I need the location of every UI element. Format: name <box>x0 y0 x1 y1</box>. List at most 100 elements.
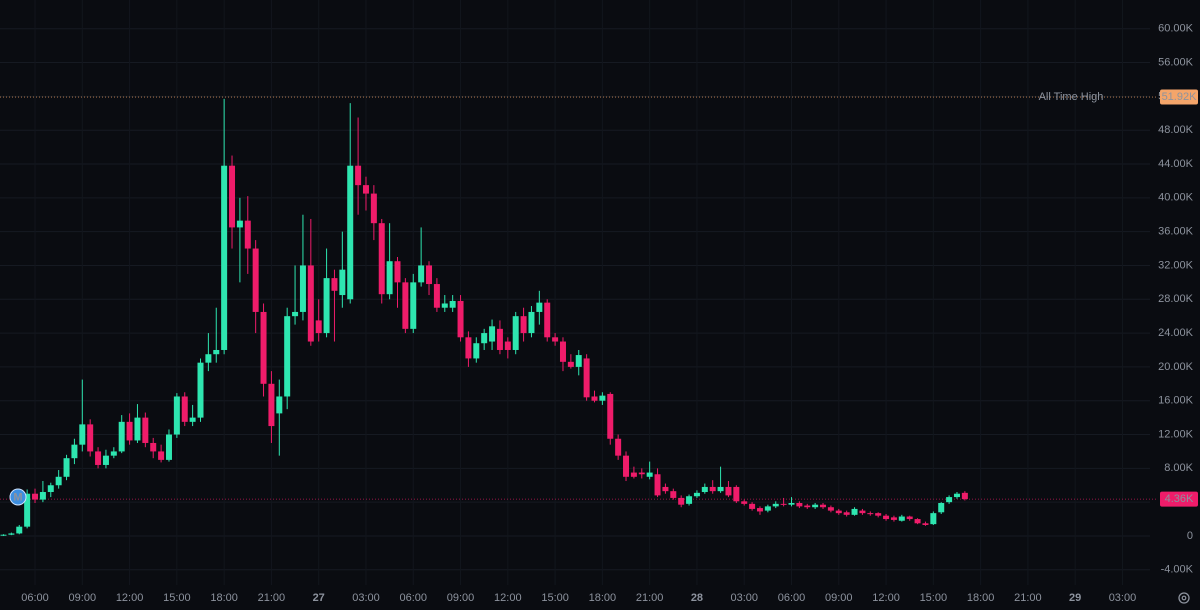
candle-body <box>843 512 850 515</box>
candle-body <box>378 223 385 295</box>
candle-body <box>654 474 661 496</box>
candle-body <box>386 261 393 295</box>
candle-body <box>362 185 369 194</box>
x-tick-label: 03:00 <box>1109 592 1137 604</box>
last-price-box <box>1160 491 1198 507</box>
candle-body <box>433 284 440 308</box>
settings-ring <box>1178 592 1190 604</box>
candle-body <box>16 526 23 534</box>
candle-body <box>165 434 172 460</box>
candle-body <box>875 513 882 516</box>
candle-body <box>922 523 929 525</box>
candle-body <box>87 424 94 452</box>
candle-body <box>55 476 62 486</box>
candle-body <box>221 165 228 350</box>
candle-body <box>370 193 377 224</box>
candle-body <box>749 503 756 509</box>
candle-body <box>646 472 653 477</box>
grid <box>0 0 1150 585</box>
x-tick-label: 15:00 <box>920 592 948 604</box>
candle-body <box>205 354 212 363</box>
candle-body <box>670 491 677 498</box>
candle-body <box>102 455 109 465</box>
candle-body <box>701 486 708 493</box>
x-tick-label: 18:00 <box>589 592 617 604</box>
x-tick-label: 15:00 <box>541 592 569 604</box>
candle-body <box>339 269 346 296</box>
x-tick-label: 27 <box>313 592 325 604</box>
candle-body <box>638 472 645 475</box>
candle-body <box>867 513 874 515</box>
candle-body <box>544 302 551 338</box>
candle-body <box>299 265 306 312</box>
candle-body <box>512 316 519 350</box>
candle-body <box>599 395 606 401</box>
x-tick-label: 09:00 <box>825 592 853 604</box>
candle-body <box>788 502 795 505</box>
x-tick-label: 21:00 <box>258 592 286 604</box>
candle-body <box>583 358 590 398</box>
candle-body <box>575 355 582 367</box>
ath-label: 51.92K <box>1162 91 1198 103</box>
candle-body <box>331 278 338 291</box>
candle-body <box>284 316 291 397</box>
candle-body <box>898 516 905 521</box>
candle-body <box>820 504 827 508</box>
candle-body <box>717 486 724 492</box>
candle-body <box>827 507 834 511</box>
y-tick-label: 16.00K <box>1158 395 1194 407</box>
candle-body <box>307 265 314 342</box>
candle-body <box>630 472 637 477</box>
candle-body <box>686 496 693 504</box>
x-tick-label: 06:00 <box>399 592 427 604</box>
candle-body <box>197 362 204 418</box>
y-tick-label: 0 <box>1187 530 1193 542</box>
candle-body <box>725 486 732 496</box>
y-tick-label: 32.00K <box>1158 259 1194 271</box>
candle-body <box>930 513 937 525</box>
candle-body <box>315 320 322 334</box>
candle-body <box>63 458 70 477</box>
candle-body <box>410 282 417 329</box>
candle-body <box>733 486 740 502</box>
candle-body <box>591 396 598 401</box>
candle-body <box>441 303 448 308</box>
ath-text: All Time High <box>1039 91 1104 103</box>
event-marker-label: M <box>13 491 22 503</box>
candle-body <box>47 485 54 493</box>
y-tick-label: 56.00K <box>1158 56 1194 68</box>
candle-body <box>780 503 787 505</box>
candle-body <box>134 417 141 441</box>
candle-body <box>961 492 968 500</box>
candle-body <box>449 300 456 308</box>
candle-body <box>489 326 496 342</box>
candle-body <box>236 220 243 228</box>
x-tick-label: 06:00 <box>21 592 49 604</box>
candle-body <box>24 493 31 527</box>
y-tick-label: 48.00K <box>1158 124 1194 136</box>
candle-body <box>693 492 700 497</box>
y-tick-label: 40.00K <box>1158 192 1194 204</box>
candle-body <box>615 438 622 456</box>
candle-body <box>496 328 503 350</box>
candle-body <box>79 424 86 445</box>
candle-body <box>536 302 543 312</box>
candle-body <box>0 534 7 536</box>
y-tick-label: -4.00K <box>1161 564 1194 576</box>
candle-body <box>110 451 117 456</box>
candle-body <box>756 508 763 512</box>
x-tick-label: 21:00 <box>1014 592 1042 604</box>
candle-body <box>528 311 535 334</box>
y-tick-label: 60.00K <box>1158 23 1194 35</box>
candle-body <box>181 396 188 422</box>
y-tick-label: 28.00K <box>1158 293 1194 305</box>
settings-icon[interactable] <box>1178 592 1190 604</box>
candle-body <box>914 519 921 524</box>
candle-body <box>150 442 157 452</box>
candle-body <box>678 497 685 505</box>
candle-body <box>39 492 46 500</box>
candle-body <box>504 341 511 350</box>
